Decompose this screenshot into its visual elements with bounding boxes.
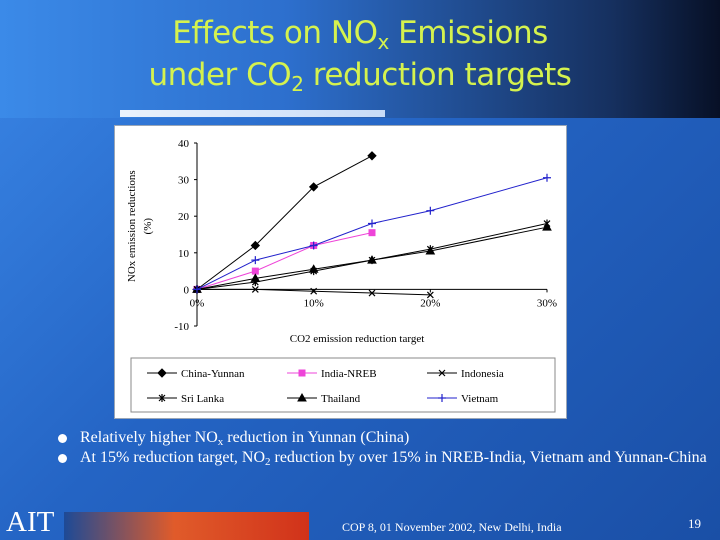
bullet-item: Relatively higher NOx reduction in Yunna… — [58, 428, 718, 448]
y-tick-label: 40 — [178, 138, 190, 150]
data-point-marker — [425, 245, 436, 255]
data-point-marker — [309, 241, 318, 250]
title-text: reduction targets — [303, 57, 572, 93]
data-point-marker — [297, 392, 307, 402]
series-line — [196, 232, 373, 290]
ait-logo: AIT — [6, 506, 55, 538]
data-point-marker — [310, 287, 318, 295]
bullet-subscript: x — [217, 436, 224, 448]
data-point-marker — [193, 285, 201, 294]
y-axis-label: NOx emission reductions — [126, 170, 138, 282]
title-text: Effects on NO — [172, 15, 378, 51]
y-tick-label: 20 — [178, 211, 190, 223]
legend-label: Indonesia — [461, 368, 504, 380]
chart-legend — [130, 357, 556, 413]
data-point-marker — [368, 229, 376, 237]
y-tick-label: 10 — [178, 248, 190, 260]
title-text: Emissions — [388, 15, 548, 51]
bullet-text: Relatively higher NO — [80, 429, 218, 446]
bullet-text: reduction by over 15% in NREB-India, Vie… — [270, 449, 707, 466]
data-point-marker — [368, 289, 376, 297]
x-tick-label: 30% — [537, 297, 557, 309]
data-point-marker — [438, 369, 446, 377]
data-point-marker — [251, 267, 259, 275]
x-axis-label: CO2 emission reduction target — [290, 333, 425, 345]
data-point-marker — [367, 255, 377, 264]
data-point-marker — [251, 256, 260, 265]
data-point-marker — [542, 222, 552, 231]
bullet-text: At 15% reduction target, NO — [80, 449, 265, 466]
legend-label: Sri Lanka — [181, 393, 224, 405]
data-point-marker — [426, 206, 435, 215]
data-point-marker — [250, 273, 261, 282]
title-text: under CO — [148, 57, 292, 93]
legend-label: India-NREB — [321, 368, 377, 380]
x-tick-label: 0% — [190, 297, 205, 309]
bullet-item: At 15% reduction target, NO2 reduction b… — [58, 448, 718, 468]
data-point-marker — [250, 240, 261, 251]
data-point-marker — [308, 182, 319, 192]
data-point-marker — [158, 394, 166, 402]
legend-label: Thailand — [321, 393, 361, 405]
series-line — [196, 177, 548, 290]
bullet-list: Relatively higher NOx reduction in Yunna… — [58, 428, 718, 468]
title-subscript: x — [377, 30, 389, 54]
legend-label: Vietnam — [461, 393, 499, 405]
data-point-marker — [368, 219, 376, 228]
legend-label: China-Yunnan — [181, 368, 245, 380]
logo-color-bar — [64, 512, 309, 540]
footer-text: COP 8, 01 November 2002, New Delhi, Indi… — [342, 520, 562, 534]
page-number: 19 — [688, 516, 701, 531]
title-band — [0, 0, 720, 118]
data-point-marker — [438, 394, 446, 402]
chart-panel: -10 0 10 20 30 40 0% 10% 20% 30% NOx emission redu… — [114, 125, 567, 419]
x-tick-label: 20% — [420, 297, 440, 309]
x-tick-label: 10% — [304, 297, 324, 309]
bullet-dot-icon — [58, 434, 67, 443]
line-chart: -10 0 10 20 30 40 0% 10% 20% 30% NOx emission redu… — [126, 138, 557, 413]
y-tick-label: 0 — [184, 284, 190, 296]
data-point-marker — [157, 368, 167, 378]
data-point-marker — [367, 151, 377, 161]
bullet-text: reduction in Yunnan (China) — [223, 429, 410, 446]
data-point-marker — [298, 369, 306, 377]
data-point-marker — [251, 285, 259, 293]
y-axis-label-unit: (%) — [142, 218, 154, 235]
slide-title-line-1: Effects on NOx Emissions — [0, 15, 720, 54]
y-tick-label: -10 — [174, 321, 189, 333]
y-tick-label: 30 — [178, 175, 190, 187]
data-point-marker — [308, 264, 319, 273]
bullet-subscript: 2 — [265, 456, 271, 468]
data-point-marker — [426, 291, 434, 299]
title-underline — [120, 110, 385, 117]
title-subscript: 2 — [291, 72, 304, 96]
series-line — [196, 226, 548, 290]
series-line — [196, 223, 548, 290]
data-point-marker — [543, 173, 551, 182]
series-line — [196, 155, 373, 290]
slide-title-line-2: under CO2 reduction targets — [0, 57, 720, 96]
bullet-dot-icon — [58, 454, 67, 463]
